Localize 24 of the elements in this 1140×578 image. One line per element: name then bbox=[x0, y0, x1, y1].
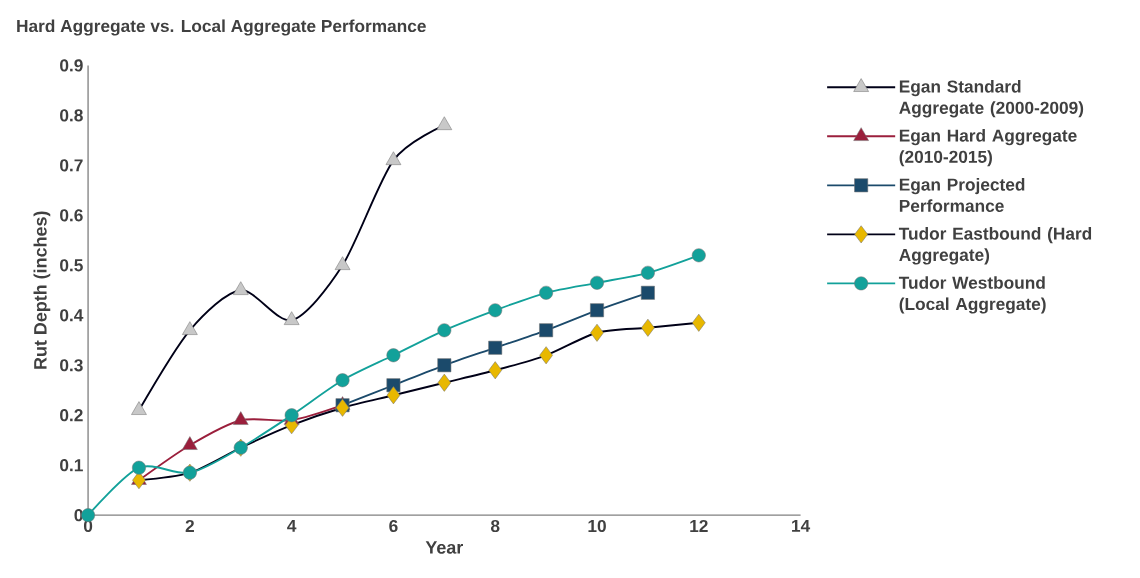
y-tick-label: 0.9 bbox=[60, 59, 83, 72]
y-tick-label: 0.6 bbox=[60, 209, 83, 222]
x-axis-title: Year bbox=[425, 541, 463, 554]
x-tick-label: 6 bbox=[389, 519, 398, 533]
chart-title: Hard Aggregate vs. Local Aggregate Performance bbox=[17, 19, 426, 36]
x-tick-label: 12 bbox=[690, 519, 708, 532]
y-axis-title: Rut Depth (inches) bbox=[33, 211, 51, 369]
legend-label: Egan Projected Performance bbox=[899, 178, 1025, 213]
y-tick-label: 0.4 bbox=[60, 309, 84, 322]
y-tick-label: 0.7 bbox=[60, 159, 83, 172]
x-tick-label: 8 bbox=[490, 519, 500, 533]
y-tick-label: 0.1 bbox=[60, 459, 83, 472]
legend-label: Egan Hard Aggregate (2010-2015) bbox=[899, 129, 1077, 167]
y-tick-label: 0.2 bbox=[60, 409, 83, 422]
x-tick-label: 4 bbox=[287, 519, 297, 532]
y-tick-label: 0.8 bbox=[60, 109, 83, 122]
x-tick-label: 10 bbox=[588, 519, 606, 533]
y-tick-label: 0.5 bbox=[60, 259, 83, 272]
legend-label: Egan Standard Aggregate (2000-2009) bbox=[899, 80, 1084, 118]
legend-label: Tudor Westbound (Local Aggregate) bbox=[898, 276, 1046, 314]
x-tick-label: 2 bbox=[185, 519, 194, 532]
x-tick-label: 14 bbox=[792, 519, 811, 532]
legend-label: Tudor Eastbound (Hard Aggregate) bbox=[898, 227, 1092, 265]
y-tick-label: 0.3 bbox=[60, 359, 83, 372]
